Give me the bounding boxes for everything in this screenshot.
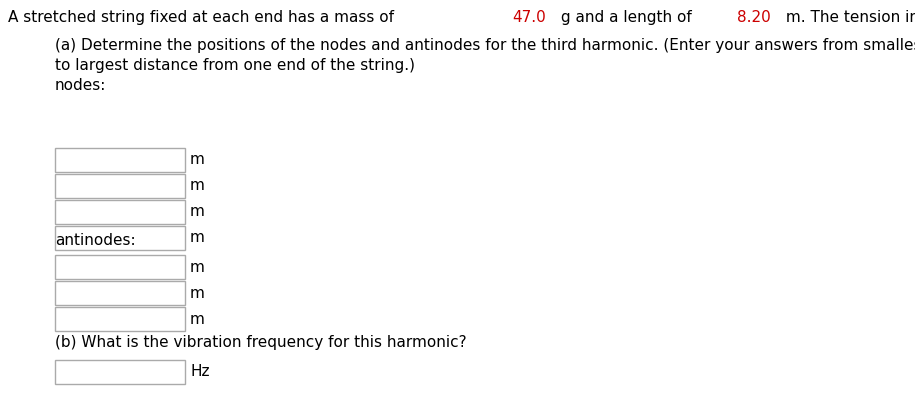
Bar	[55, 174, 185, 198]
Text: to largest distance from one end of the string.): to largest distance from one end of the …	[55, 58, 415, 73]
Bar	[55, 281, 185, 305]
Bar	[55, 360, 185, 384]
Text: 47.0: 47.0	[512, 10, 546, 25]
Text: 8.20: 8.20	[737, 10, 771, 25]
Text: antinodes:: antinodes:	[55, 233, 135, 248]
Text: m: m	[190, 286, 205, 301]
Text: m: m	[190, 230, 205, 245]
Bar	[55, 255, 185, 279]
Text: m: m	[190, 205, 205, 220]
Text: (a) Determine the positions of the nodes and antinodes for the third harmonic. (: (a) Determine the positions of the nodes…	[55, 38, 915, 53]
Text: m: m	[190, 260, 205, 275]
Bar	[55, 226, 185, 250]
Text: nodes:: nodes:	[55, 78, 106, 93]
Text: (b) What is the vibration frequency for this harmonic?: (b) What is the vibration frequency for …	[55, 335, 467, 350]
Bar	[55, 148, 185, 172]
Text: m: m	[190, 153, 205, 168]
Text: A stretched string fixed at each end has a mass of: A stretched string fixed at each end has…	[8, 10, 399, 25]
Text: g and a length of: g and a length of	[556, 10, 696, 25]
Bar	[55, 307, 185, 331]
Text: m. The tension in the string is: m. The tension in the string is	[780, 10, 915, 25]
Text: m: m	[190, 179, 205, 194]
Bar	[55, 200, 185, 224]
Text: Hz: Hz	[190, 364, 210, 379]
Text: m: m	[190, 311, 205, 326]
